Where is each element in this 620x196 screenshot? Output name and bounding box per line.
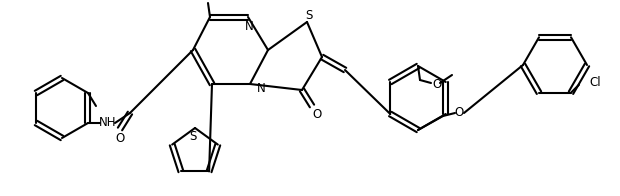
- Text: NH: NH: [99, 115, 117, 129]
- Text: O: O: [432, 77, 441, 91]
- Text: Cl: Cl: [589, 76, 601, 89]
- Text: N: N: [245, 19, 254, 33]
- Text: O: O: [115, 132, 125, 144]
- Text: N: N: [257, 82, 266, 94]
- Text: S: S: [305, 8, 312, 22]
- Text: S: S: [189, 131, 197, 143]
- Text: O: O: [312, 107, 322, 121]
- Text: O: O: [454, 105, 464, 119]
